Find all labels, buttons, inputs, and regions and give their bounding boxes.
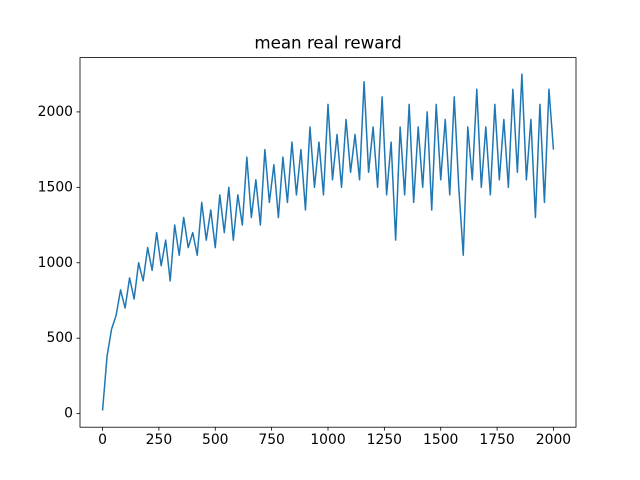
chart-title: mean real reward xyxy=(254,33,401,53)
y-tick-label: 1500 xyxy=(38,179,73,195)
plot-frame xyxy=(79,57,577,428)
y-tick-label: 0 xyxy=(64,406,73,422)
x-tick-label: 1000 xyxy=(310,432,345,448)
x-tick-label: 1250 xyxy=(367,432,402,448)
x-tick-label: 2000 xyxy=(536,432,571,448)
line-series xyxy=(101,73,555,411)
y-tick-label: 500 xyxy=(46,330,73,346)
y-tick-label: 2000 xyxy=(38,104,73,120)
x-tick-label: 500 xyxy=(202,432,229,448)
y-tick-label: 1000 xyxy=(38,255,73,271)
x-tick-label: 1500 xyxy=(423,432,458,448)
x-tick-label: 750 xyxy=(258,432,285,448)
x-tick-label: 250 xyxy=(146,432,173,448)
x-tick-label: 0 xyxy=(98,432,107,448)
x-tick-label: 1750 xyxy=(479,432,514,448)
